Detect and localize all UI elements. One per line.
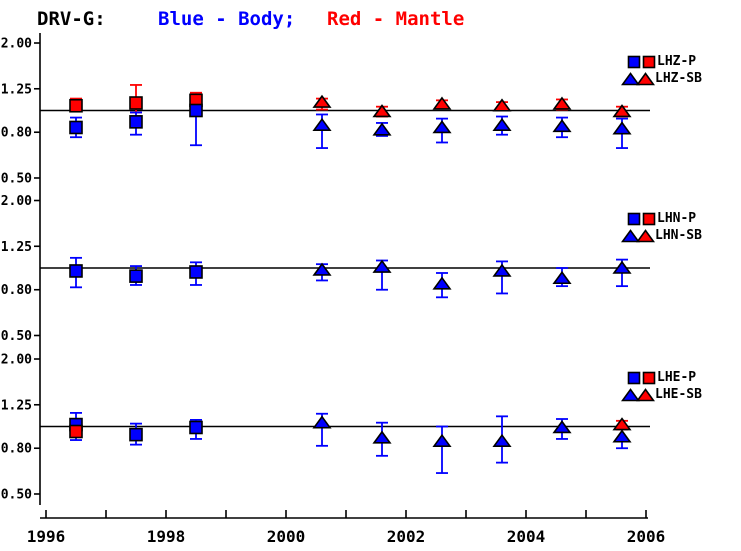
triangle-marker-icon xyxy=(621,71,640,85)
station-label: DRV-G: xyxy=(37,8,106,30)
y-tick-label: 0.50 xyxy=(1,329,32,344)
legend-row-lhn-sb: LHN-SB xyxy=(621,227,739,244)
data-point-triangle xyxy=(312,262,332,276)
legend-label: LHZ-P xyxy=(657,54,697,69)
y-tick-label: 2.00 xyxy=(1,353,32,368)
data-point-triangle xyxy=(612,429,632,443)
legend-row-lhe-p: LHE-P xyxy=(621,369,739,386)
data-point-triangle xyxy=(312,94,332,108)
data-point-triangle xyxy=(372,259,392,273)
data-point-square xyxy=(189,103,203,118)
data-point-triangle xyxy=(552,118,572,133)
data-point-triangle xyxy=(552,270,572,285)
data-point-triangle xyxy=(432,433,452,447)
triangle-marker-icon xyxy=(636,387,655,401)
data-point-triangle xyxy=(612,260,632,274)
data-point-square xyxy=(129,269,143,283)
y-tick-label: 0.50 xyxy=(1,487,32,502)
data-point-triangle xyxy=(492,98,512,112)
y-tick-label: 1.25 xyxy=(1,82,32,97)
square-marker-icon xyxy=(627,371,641,384)
y-tick-label: 0.50 xyxy=(1,171,32,186)
y-tick-label: 0.80 xyxy=(1,283,32,298)
data-point-triangle xyxy=(492,263,512,277)
legend-row-lhn-p: LHN-P xyxy=(621,210,739,227)
data-point-square xyxy=(129,115,143,129)
x-tick-label: 2002 xyxy=(387,527,426,546)
legend-label: LHN-P xyxy=(657,211,697,226)
data-point-triangle xyxy=(372,104,392,118)
body-legend-text: Blue - Body; xyxy=(158,8,296,30)
data-point-triangle xyxy=(432,96,452,110)
legend-label: LHN-SB xyxy=(655,228,702,243)
legend-row-lhz-sb: LHZ-SB xyxy=(621,70,739,87)
x-tick-label: 2004 xyxy=(507,527,546,546)
y-tick-label: 0.80 xyxy=(1,126,32,141)
data-point-triangle xyxy=(312,117,332,131)
legend-row-lhe-sb: LHE-SB xyxy=(621,386,739,403)
data-point-triangle xyxy=(612,104,632,118)
data-point-square xyxy=(129,96,143,110)
y-tick-label: 2.00 xyxy=(1,194,32,209)
y-tick-label: 0.80 xyxy=(1,442,32,457)
data-point-square xyxy=(189,420,203,435)
data-point-triangle xyxy=(372,430,392,444)
x-tick-label: 1996 xyxy=(27,527,66,546)
square-marker-icon xyxy=(627,55,641,68)
legend-label: LHZ-SB xyxy=(655,71,702,86)
y-tick-label: 2.00 xyxy=(1,37,32,52)
legend-lhe: LHE-P LHE-SB xyxy=(621,369,739,403)
legend-lhz: LHZ-P LHZ-SB xyxy=(621,53,739,87)
data-point-square xyxy=(69,264,83,278)
data-point-triangle xyxy=(612,121,632,135)
y-tick-label: 1.25 xyxy=(1,398,32,413)
square-marker-icon xyxy=(627,212,641,225)
data-point-triangle xyxy=(432,276,452,290)
data-point-square xyxy=(129,427,143,442)
x-tick-label: 1998 xyxy=(147,527,186,546)
mantle-legend-text: Red - Mantle xyxy=(327,8,465,30)
data-point-triangle xyxy=(612,417,632,431)
data-point-triangle xyxy=(372,122,392,136)
data-point-triangle xyxy=(492,433,512,447)
data-point-triangle xyxy=(552,420,572,434)
x-tick-label: 2006 xyxy=(627,527,666,546)
data-point-square xyxy=(69,98,83,113)
triangle-marker-icon xyxy=(636,71,655,85)
data-point-triangle xyxy=(492,117,512,131)
triangle-marker-icon xyxy=(621,228,640,242)
triangle-marker-icon xyxy=(621,387,640,401)
square-marker-icon xyxy=(642,212,656,225)
chart-title: DRV-G: Blue - Body; Red - Mantle xyxy=(0,8,741,32)
x-tick-label: 2000 xyxy=(267,527,306,546)
legend-label: LHE-SB xyxy=(655,387,702,402)
data-point-triangle xyxy=(432,120,452,134)
data-point-square xyxy=(69,424,83,439)
square-marker-icon xyxy=(642,55,656,68)
legend-row-lhz-p: LHZ-P xyxy=(621,53,739,70)
data-point-square xyxy=(189,265,203,279)
y-tick-label: 1.25 xyxy=(1,240,32,255)
square-marker-icon xyxy=(642,371,656,384)
triangle-marker-icon xyxy=(636,228,655,242)
data-point-triangle xyxy=(552,96,572,110)
legend-label: LHE-P xyxy=(657,370,697,385)
data-point-triangle xyxy=(312,415,332,429)
data-point-square xyxy=(69,120,83,135)
legend-lhn: LHN-P LHN-SB xyxy=(621,210,739,244)
